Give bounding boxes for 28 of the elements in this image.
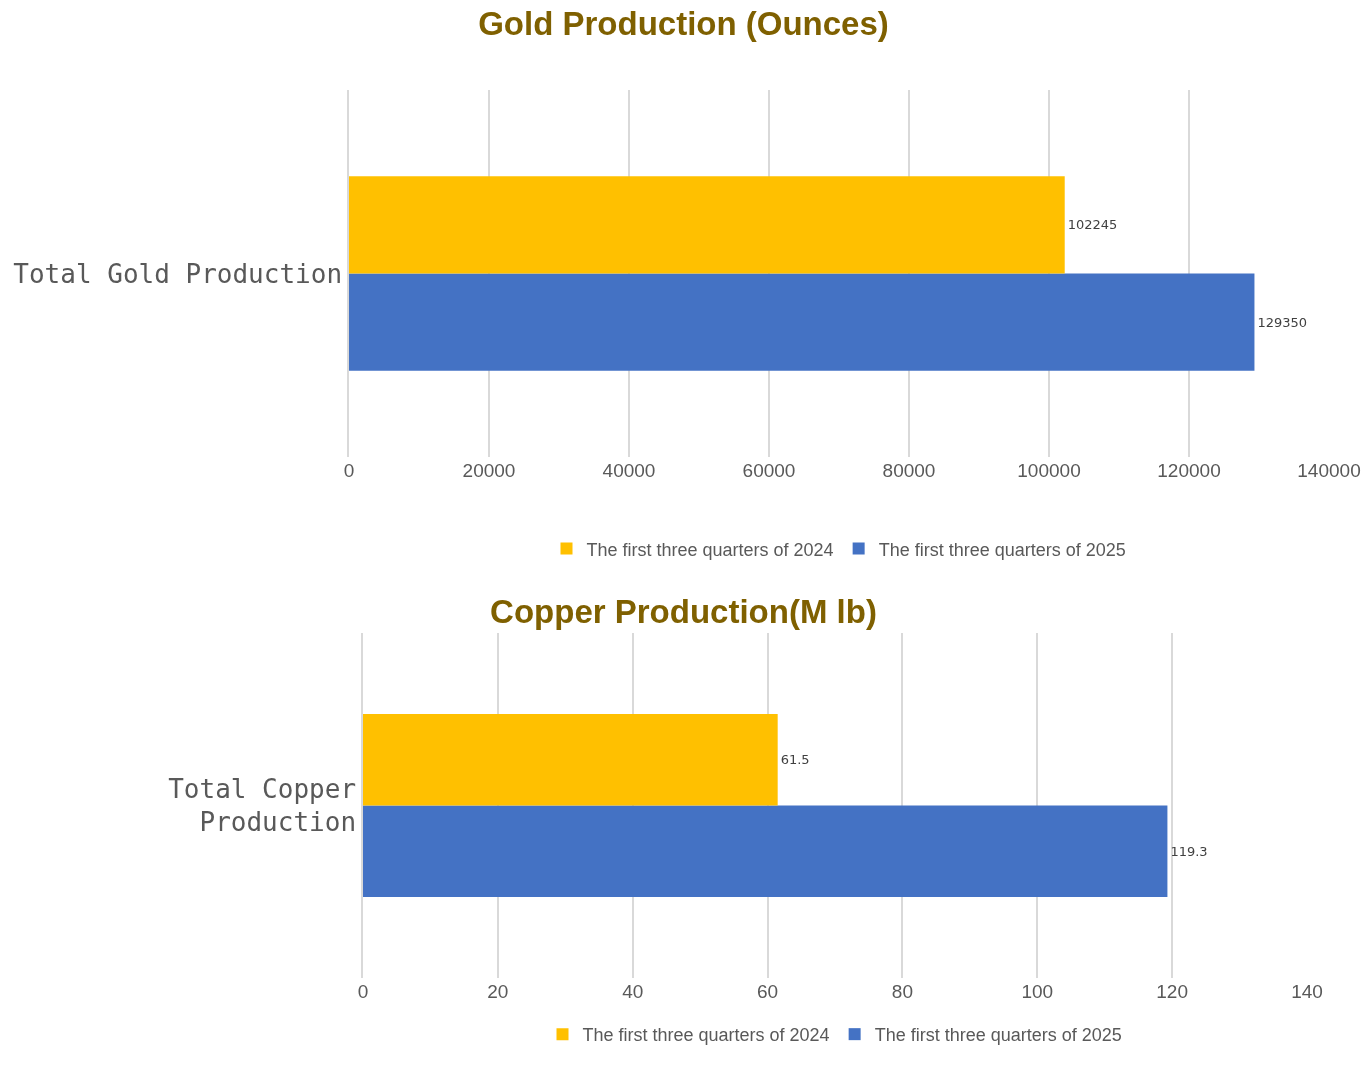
data-label: 102245 — [1067, 217, 1118, 233]
data-label: 119.3 — [1170, 843, 1208, 859]
x-tick-label: 0 — [343, 460, 355, 481]
legend-label: The first three quarters of 2025 — [874, 1025, 1122, 1046]
x-tick-label: 140000 — [1297, 460, 1361, 481]
x-tick-label: 140 — [1291, 981, 1323, 1002]
x-tick-label: 100000 — [1017, 460, 1081, 481]
chart-title: Gold Production (Ounces) — [478, 4, 889, 42]
x-tick-label: 120000 — [1157, 460, 1221, 481]
x-tick-label: 40 — [622, 981, 644, 1002]
legend-label: The first three quarters of 2024 — [586, 539, 834, 560]
y-tick-label: Total Gold Production — [13, 258, 343, 289]
x-tick-label: 0 — [357, 981, 369, 1002]
data-label: 129350 — [1257, 314, 1308, 330]
data-label: 61.5 — [780, 752, 810, 768]
legend-label: The first three quarters of 2024 — [582, 1025, 830, 1046]
y-tick-label: Total Copper Production — [168, 773, 357, 838]
chart-title: Copper Production(M lb) — [490, 593, 877, 631]
legend-label: The first three quarters of 2025 — [878, 539, 1126, 560]
x-tick-label: 20000 — [462, 460, 516, 481]
x-tick-label: 40000 — [602, 460, 656, 481]
x-tick-label: 80000 — [882, 460, 936, 481]
x-tick-label: 100 — [1021, 981, 1054, 1002]
x-tick-label: 80 — [891, 981, 913, 1002]
x-tick-label: 60 — [757, 981, 779, 1002]
x-tick-label: 60000 — [742, 460, 796, 481]
x-tick-label: 120 — [1156, 981, 1188, 1002]
x-tick-label: 20 — [487, 981, 509, 1002]
